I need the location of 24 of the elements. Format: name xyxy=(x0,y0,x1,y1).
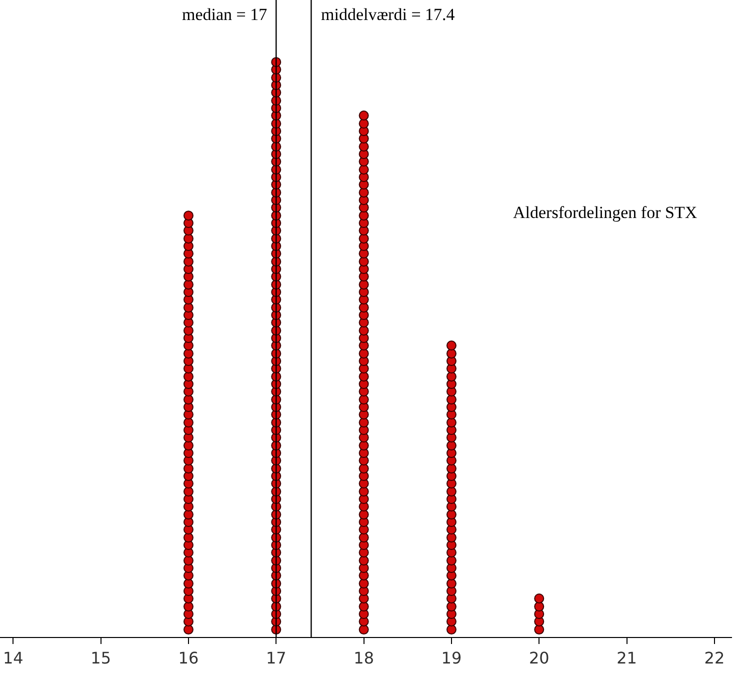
x-tick-label: 20 xyxy=(528,648,550,668)
point xyxy=(446,602,456,612)
x-tick-label: 19 xyxy=(441,648,462,668)
x-tick-label: 15 xyxy=(90,648,111,668)
point xyxy=(183,210,194,221)
point xyxy=(534,602,544,612)
point xyxy=(446,624,456,635)
point xyxy=(534,593,544,604)
ref-line-label: median = 17 xyxy=(182,5,268,24)
x-tick-label: 18 xyxy=(354,648,374,668)
x-tick-label: 16 xyxy=(178,648,199,668)
point xyxy=(446,578,456,589)
annotation: Aldersfordelingen for STX xyxy=(513,203,698,222)
point xyxy=(183,624,194,635)
ref-line-label: middelværdi = 17.4 xyxy=(321,5,456,24)
x-tick-label: 17 xyxy=(266,648,286,668)
point xyxy=(183,602,194,612)
point xyxy=(446,340,456,351)
x-tick-label: 14 xyxy=(2,648,24,668)
x-tick-label: 21 xyxy=(616,648,637,668)
point xyxy=(534,624,544,635)
point xyxy=(183,578,194,589)
point xyxy=(183,234,194,244)
x-tick-label: 22 xyxy=(704,648,725,668)
